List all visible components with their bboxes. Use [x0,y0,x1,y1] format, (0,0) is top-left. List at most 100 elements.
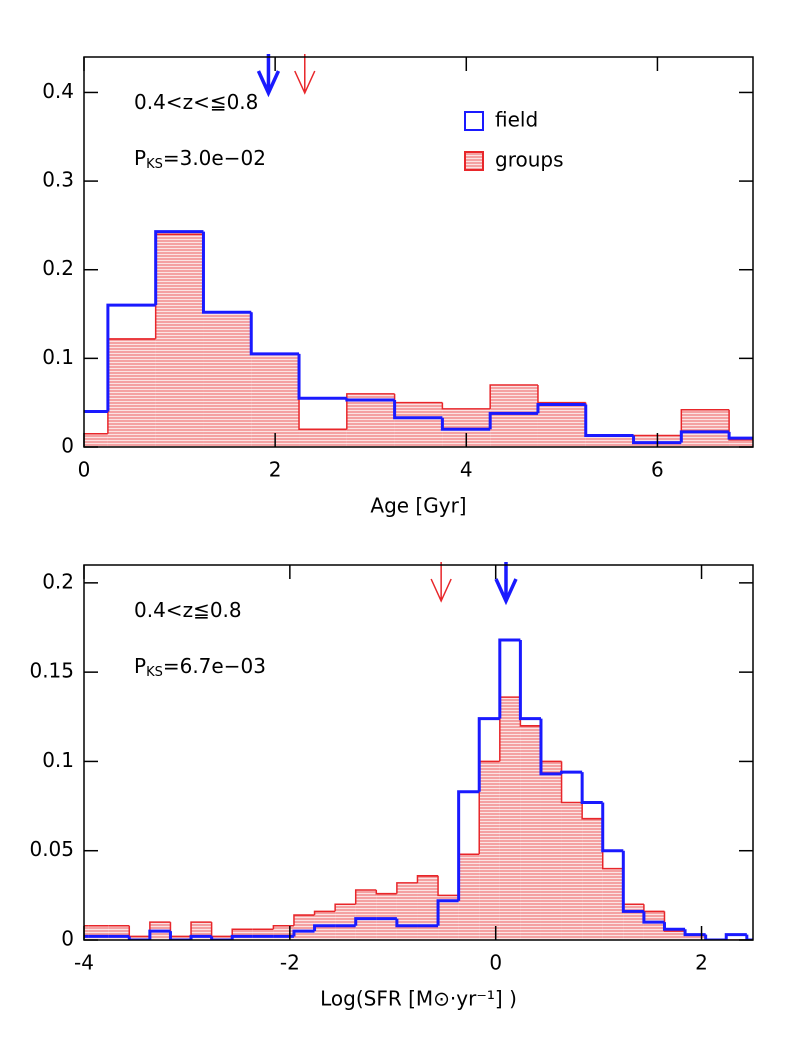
bar-outline [498,638,521,719]
annotation: PKS=6.7e−03 [134,654,266,680]
annotation-text: P [134,654,146,678]
bar-outline [536,402,586,414]
bar-outline [202,234,252,314]
bar-outline [168,931,192,940]
bar-outline [584,404,634,437]
annotation-text: =6.7e−03 [163,654,266,678]
annotation-text: 0.4<z<≦0.8 [134,90,258,114]
bar-outline [585,402,634,437]
bar-fill [537,402,586,447]
y-tick-label: 0.2 [42,256,74,280]
bar-outline [293,914,315,926]
legend-label: groups [495,148,564,172]
x-tick-label: -4 [74,951,94,975]
y-tick-label: 0 [61,927,74,951]
bar-outline [231,928,253,937]
bar-outline [127,936,150,940]
annotation-text: =3.0e−02 [163,146,266,170]
bar-fill [107,338,156,447]
bar-outline [437,875,459,897]
bar-outline [250,312,300,355]
bar-outline [128,925,150,938]
bar-outline [632,435,682,445]
bar-outline [622,868,644,906]
bar-outline [395,918,418,928]
bar-outline [298,353,347,431]
bar-outline [680,409,730,436]
bar-outline [201,231,252,314]
x-tick-label: 0 [78,458,91,482]
bar-outline [489,384,538,409]
x-axis-label: Age [Gyr] [370,494,466,518]
bar-fill [129,936,150,940]
bar-fill [729,439,753,447]
bar-fill [585,435,634,447]
plot-area [84,638,753,940]
bar-outline [272,924,294,930]
bar-outline [297,353,347,400]
bar-outline [154,230,204,306]
bar-fill [582,818,603,940]
bar-outline [210,936,233,940]
bar-outline [601,802,624,853]
bar-outline [396,882,418,894]
bar-fill [602,868,624,940]
bar-fill [376,893,397,940]
bar-outline [560,761,583,804]
bar-outline [313,924,336,932]
bar-outline [601,818,624,870]
median-arrow [494,562,518,606]
bar-fill [346,393,395,447]
x-tick-label: -2 [280,951,300,975]
bar-fill [490,384,538,447]
bar-fill [355,890,377,940]
bar-fill [84,433,108,447]
x-tick-label: 2 [695,951,708,975]
bar-outline [580,772,603,804]
x-axis-label: Log(SFR [M⊙·yr⁻¹] ) [320,987,517,1011]
legend-swatch [464,151,484,171]
bar-outline [416,874,439,883]
legend-label: field [495,108,538,132]
bar-outline [375,890,397,895]
y-tick-label: 0.3 [42,168,74,192]
bar-fill [232,929,253,940]
bar-outline [393,400,443,420]
y-tick-label: 0.1 [42,748,74,772]
bar-outline [169,922,192,938]
bar-fill [394,402,443,447]
y-tick-label: 0 [61,434,74,458]
bar-outline [679,430,730,443]
bar-fill [417,875,439,940]
annotation: 0.4<z<≦0.8 [134,90,258,114]
bar-outline [704,934,727,940]
bar-outline [441,402,491,410]
bar-outline [683,929,706,937]
bar-outline [440,417,491,431]
frame [83,564,754,941]
bar-outline [728,409,753,441]
bar-fill [685,934,706,940]
bar-outline [393,393,443,404]
bar-fill [458,854,480,940]
bar-outline [537,384,586,404]
annotation: PKS=3.0e−02 [134,146,266,172]
bar-outline [84,410,108,414]
annotation-subscript: KS [146,157,163,172]
bar-outline [190,921,212,937]
bar-fill [540,761,562,940]
bar-outline [313,910,336,915]
bar-outline [106,303,156,412]
y-tick-label: 0.1 [42,345,74,369]
bar-outline [621,850,644,913]
annotation: 0.4<z≦0.8 [134,598,242,622]
bar-fill [499,697,521,940]
bar-outline [436,899,459,926]
bar-outline [662,922,686,931]
bar-outline [477,717,500,792]
x-tick-label: 6 [651,458,664,482]
bar-fill [623,904,644,940]
bar-outline [346,393,395,430]
bar-fill [561,802,583,940]
